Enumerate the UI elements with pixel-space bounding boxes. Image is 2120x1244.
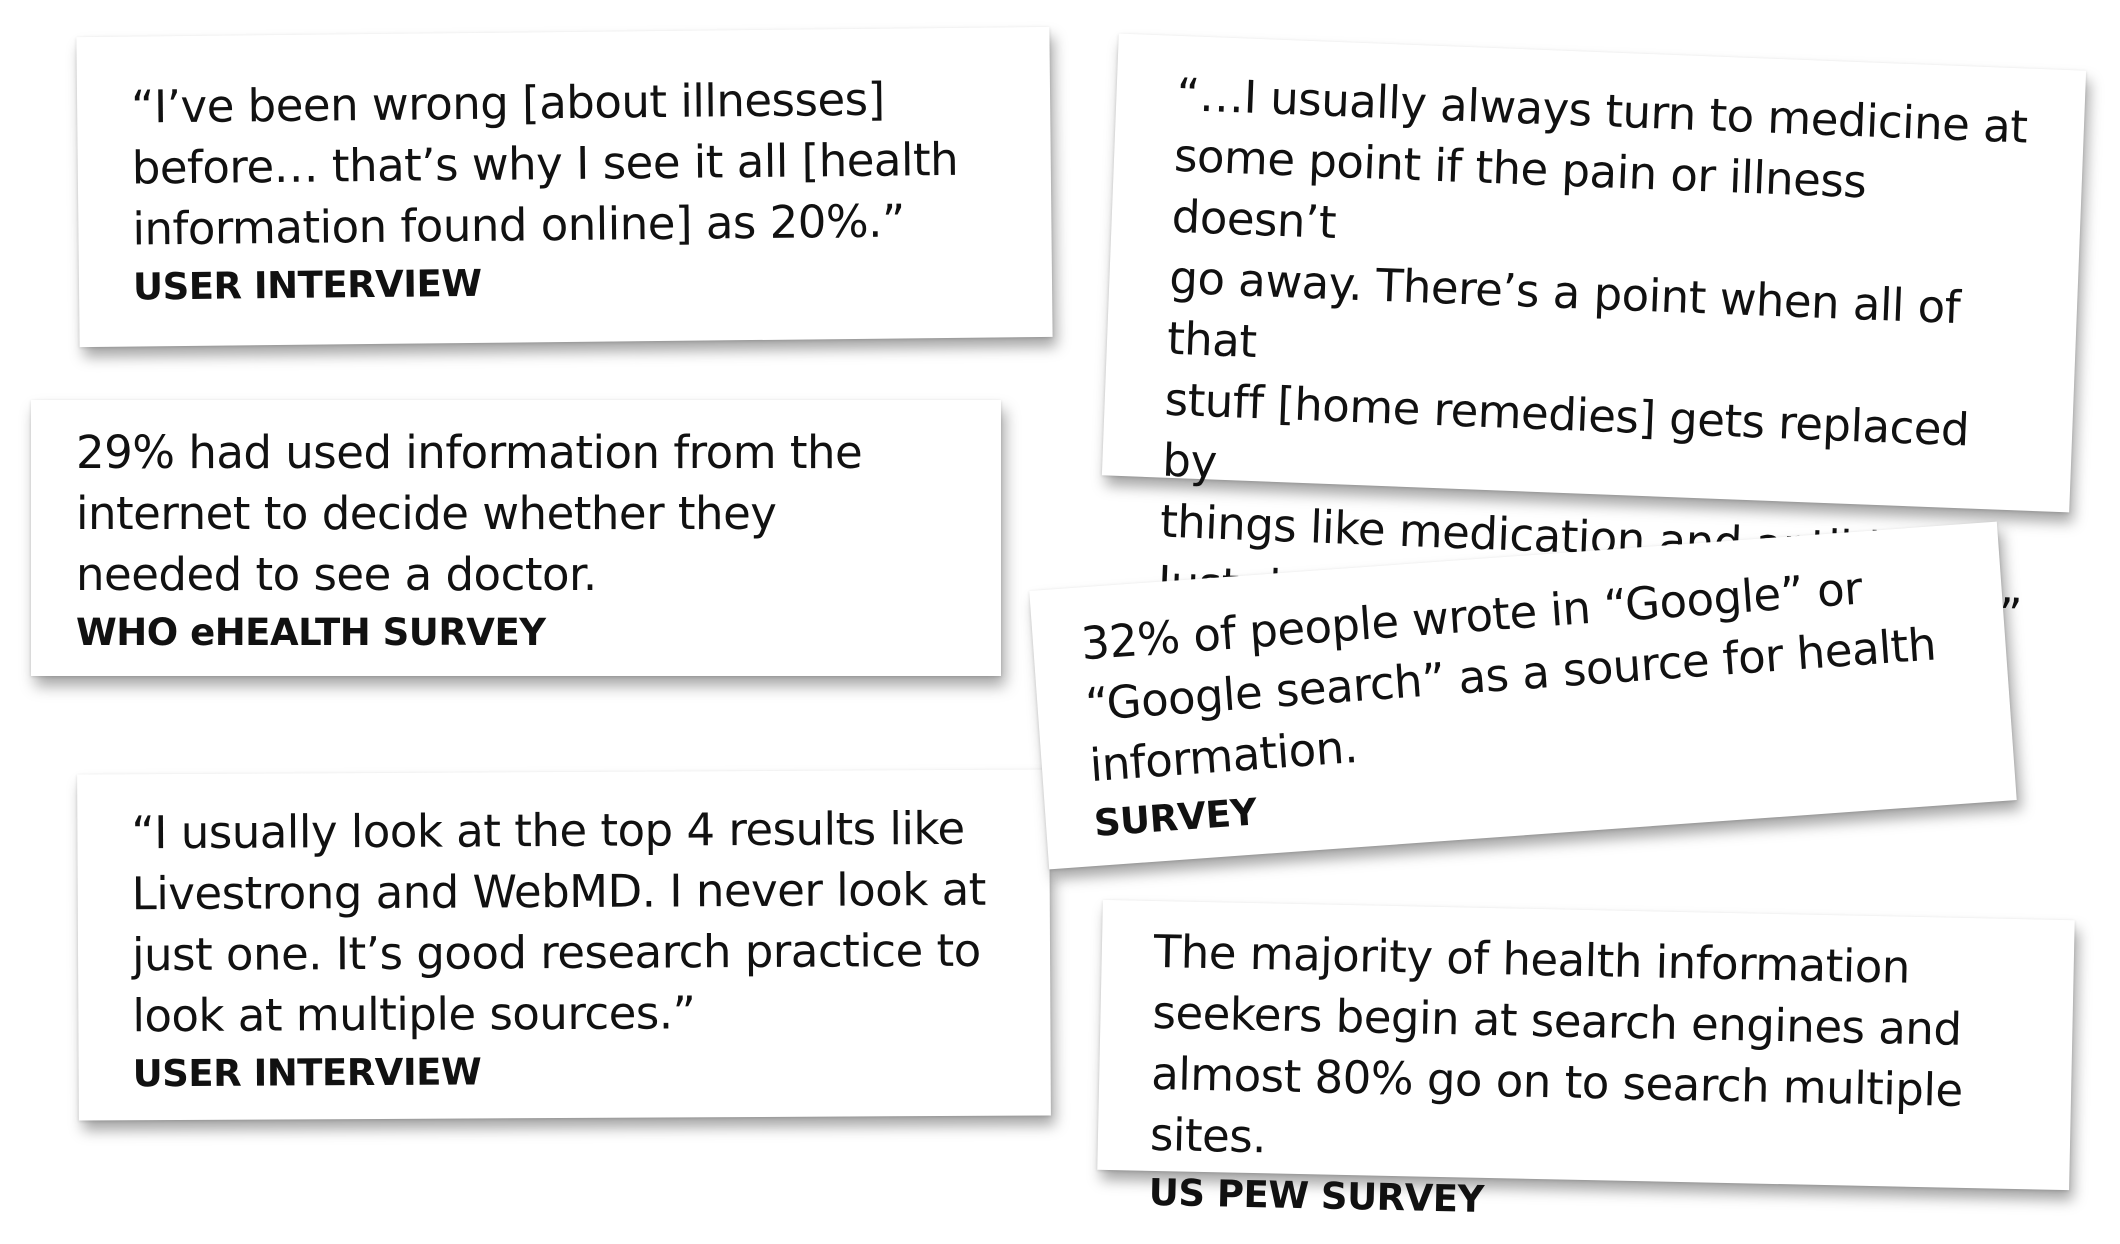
quote-text: The majority of health information seeke… bbox=[1149, 924, 1964, 1164]
quote-source: USER INTERVIEW bbox=[132, 261, 482, 309]
quote-text: “I usually look at the top 4 results lik… bbox=[131, 801, 986, 1043]
quote-source: WHO eHEALTH SURVEY bbox=[76, 611, 546, 654]
quote-card-user-interview-medicine: “…I usually always turn to medicine at s… bbox=[1101, 33, 2087, 675]
quote-card-user-interview-top-results: “I usually look at the top 4 results lik… bbox=[77, 769, 1051, 1121]
quote-card-user-interview-20-percent: “I’ve been wrong [about illnesses] befor… bbox=[76, 26, 1053, 348]
quote-text: “I’ve been wrong [about illnesses] befor… bbox=[130, 72, 959, 256]
quote-card-us-pew-survey: The majority of health information seeke… bbox=[1097, 899, 2075, 1221]
quote-source: USER INTERVIEW bbox=[132, 1050, 482, 1096]
quote-text: 29% had used information from the intern… bbox=[76, 426, 863, 601]
quote-card-who-ehealth-survey: 29% had used information from the intern… bbox=[31, 400, 1001, 676]
